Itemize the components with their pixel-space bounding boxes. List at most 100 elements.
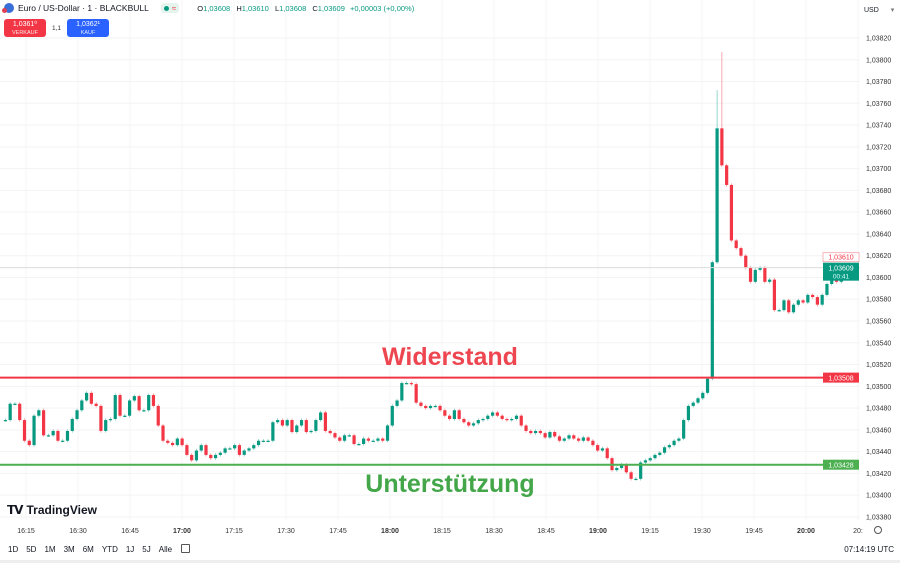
candle-body [51, 430, 55, 436]
candle [443, 408, 447, 418]
candle [27, 439, 31, 447]
buy-button[interactable]: 1,0362¹ KAUF [67, 19, 110, 37]
range-1d[interactable]: 1D [8, 545, 19, 554]
range-5d[interactable]: 5D [26, 545, 37, 554]
candle-body [471, 423, 476, 426]
market-status[interactable]: ≈ [160, 3, 180, 13]
candle-body [46, 435, 50, 437]
sell-price: 1,0361⁰ [12, 21, 38, 28]
candle [586, 435, 590, 443]
candle-body [190, 454, 194, 461]
candle [820, 293, 824, 307]
candle [710, 260, 714, 381]
price-tick: 1,03380 [866, 514, 891, 521]
candle-body [362, 438, 366, 445]
candle [791, 303, 796, 314]
candle [433, 404, 437, 408]
ohlc-readout: O1,03608 H1,03610 L1,03608 C1,03609 +0,0… [193, 4, 414, 13]
candle [758, 266, 762, 272]
candle-body [27, 440, 31, 446]
range-3m[interactable]: 3M [63, 545, 75, 554]
candle-body [586, 437, 590, 441]
candle [567, 433, 571, 441]
candle-body [242, 450, 246, 455]
candle-body [285, 420, 289, 426]
candle [524, 423, 528, 433]
candle [467, 420, 471, 428]
candle-body [319, 412, 323, 421]
candle [634, 477, 638, 481]
candle-body [199, 445, 203, 451]
candle-body [438, 405, 442, 411]
candle [553, 430, 557, 439]
candle-body [99, 405, 103, 431]
tradingview-logo-icon: 𝗧𝗩 [7, 503, 24, 517]
candle-body [170, 442, 175, 446]
candle [118, 393, 122, 418]
candle [190, 453, 194, 462]
candle [252, 443, 256, 450]
symbol-title[interactable]: Euro / US-Dollar · 1 · BLACKBULL [18, 3, 149, 13]
candle-body [562, 438, 566, 441]
candle [519, 414, 523, 428]
candle-body [218, 452, 222, 455]
candle-body [648, 458, 652, 461]
sell-label: VERKAUF [12, 30, 38, 36]
candle [209, 453, 213, 460]
candle-body [70, 418, 74, 431]
candle [500, 414, 504, 421]
candle-body [84, 392, 89, 401]
price-tick: 1,03760 [866, 101, 891, 108]
support-badge-text: 1,03428 [828, 463, 853, 470]
candle [801, 298, 805, 305]
candle-body [385, 425, 390, 441]
candle-body [658, 452, 662, 455]
candle-body [395, 400, 399, 406]
candle-body [820, 294, 824, 305]
candle [729, 183, 734, 243]
range-5j[interactable]: 5J [142, 545, 151, 554]
price-tick: 1,03520 [866, 362, 891, 369]
range-1m[interactable]: 1M [44, 545, 56, 554]
sell-button[interactable]: 1,0361⁰ VERKAUF [4, 19, 46, 37]
candle [94, 402, 98, 408]
candle-body [89, 392, 93, 404]
candle [457, 408, 461, 421]
candle-body [147, 395, 151, 411]
axis-settings-icon[interactable] [874, 526, 882, 534]
price-tick: 1,03780 [866, 79, 891, 86]
candle-body [213, 454, 218, 459]
candle-body [576, 438, 581, 441]
candle [701, 391, 705, 400]
candle-body [720, 128, 724, 166]
candle-body [65, 430, 70, 441]
candle [777, 308, 781, 312]
calendar-icon[interactable] [181, 544, 190, 553]
candle [476, 418, 480, 425]
range-alle[interactable]: Alle [158, 545, 173, 554]
candle [280, 418, 285, 428]
range-1j[interactable]: 1J [125, 545, 135, 554]
currency-selector[interactable]: USD ▾ [864, 6, 894, 14]
candle-body [462, 418, 466, 423]
candle [142, 408, 146, 412]
candle [744, 254, 748, 270]
candle-body [56, 430, 60, 441]
candle [228, 446, 232, 450]
price-tick: 1,03480 [866, 406, 891, 413]
open-value: 1,03608 [203, 3, 231, 13]
price-tick: 1,03460 [866, 427, 891, 434]
candle-body [768, 279, 772, 282]
tradingview-logo[interactable]: 𝗧𝗩 TradingView [7, 503, 97, 517]
candle [237, 443, 242, 457]
clock[interactable]: 07:14:19 UTC [844, 545, 894, 554]
time-tick: 17:45 [329, 528, 347, 535]
candle [18, 402, 22, 422]
candle [424, 404, 428, 410]
candle-body [61, 440, 65, 442]
range-6m[interactable]: 6M [82, 545, 94, 554]
candle [481, 417, 485, 422]
candle-body [137, 396, 141, 411]
range-ytd[interactable]: YTD [101, 545, 118, 554]
